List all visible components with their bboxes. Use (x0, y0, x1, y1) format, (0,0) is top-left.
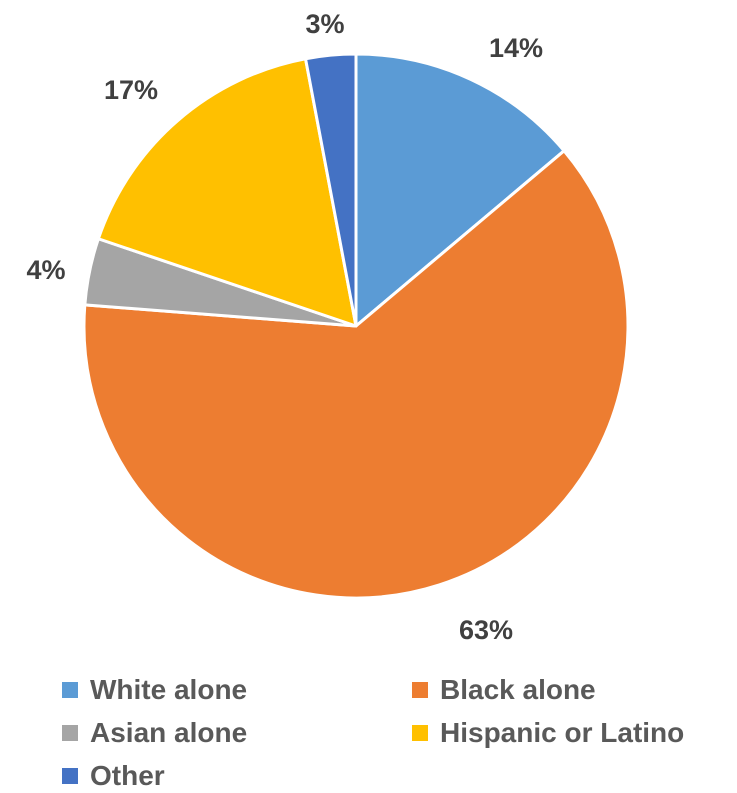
legend-item-asian-alone: Asian alone (62, 715, 412, 750)
legend-swatch-white-alone (62, 681, 78, 698)
legend-item-other: Other (62, 758, 412, 793)
pie-slice-black-alone (82, 149, 630, 600)
legend-item-hispanic-or-latino: Hispanic or Latino (412, 715, 737, 750)
legend-swatch-asian-alone (62, 724, 78, 741)
legend-item-black-alone: Black alone (412, 672, 737, 707)
legend-item-white-alone: White alone (62, 672, 412, 707)
pie-slice-hispanic-or-latino (96, 57, 358, 328)
legend-label-white-alone: White alone (90, 673, 248, 705)
legend-swatch-black-alone (412, 681, 428, 698)
pie-slice-other (304, 52, 358, 328)
data-label-hispanic-or-latino: 17% (104, 75, 158, 105)
pie-slices (82, 52, 630, 600)
legend: White alone Black alone Asian alone Hispani… (62, 672, 737, 793)
pie-data-labels: 14% 63% 4% 17% 3% (26, 9, 543, 645)
data-label-other: 3% (305, 9, 344, 39)
legend-label-hispanic-or-latino: Hispanic or Latino (440, 716, 685, 748)
pie-slice-white-alone (354, 52, 566, 328)
data-label-asian-alone: 4% (26, 255, 65, 285)
data-label-black-alone: 63% (459, 615, 513, 645)
legend-swatch-hispanic-or-latino (412, 724, 428, 741)
legend-swatch-other (62, 767, 78, 784)
legend-label-black-alone: Black alone (440, 673, 596, 705)
legend-label-asian-alone: Asian alone (90, 716, 248, 748)
data-label-white-alone: 14% (489, 33, 543, 63)
legend-label-other: Other (90, 759, 165, 791)
